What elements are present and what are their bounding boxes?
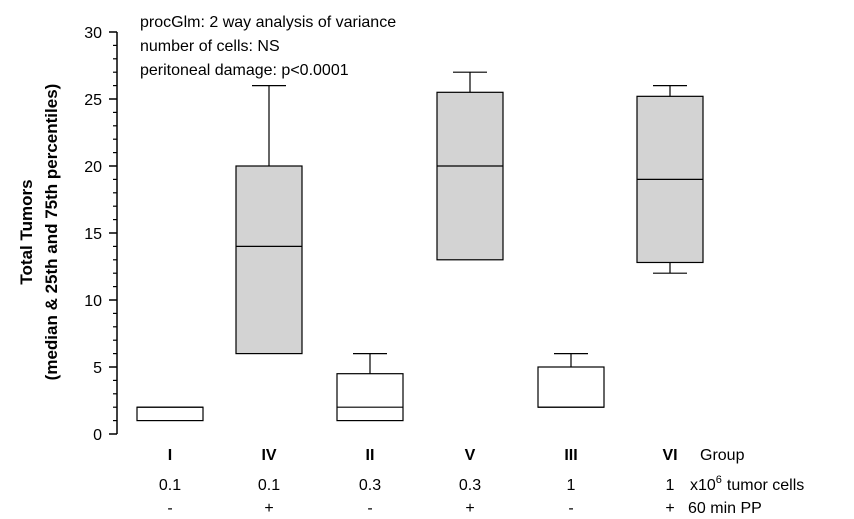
row-header-cells-suffix: tumor cells xyxy=(727,477,804,494)
annotation-line-2: number of cells: NS xyxy=(140,38,280,55)
y-tick-label: 0 xyxy=(93,427,102,444)
y-axis-title-line1: Total Tumors xyxy=(17,179,36,284)
y-tick-label: 25 xyxy=(84,92,102,109)
cells-label: 1 xyxy=(567,477,576,494)
cells-label: 0.1 xyxy=(258,477,280,494)
pp-label: - xyxy=(568,500,573,517)
cells-label: 0.3 xyxy=(459,477,481,494)
y-axis: 0 5 10 15 20 25 30 xyxy=(84,25,118,444)
cells-label: 0.3 xyxy=(359,477,381,494)
row-header-cells-prefix: x10 xyxy=(690,477,716,494)
group-label-VI: VI xyxy=(662,447,677,464)
x-axis-labels: I 0.1 - IV 0.1 + II 0.3 - V 0.3 + III 1 - VI 1 + xyxy=(159,447,678,517)
pp-label: + xyxy=(665,500,674,517)
iqr-box xyxy=(537,366,605,408)
y-tick-label: 10 xyxy=(84,293,102,310)
pp-label: - xyxy=(167,500,172,517)
pp-label: + xyxy=(264,500,273,517)
row-header-group: Group xyxy=(700,447,745,464)
group-label-V: V xyxy=(465,447,476,464)
iqr-box xyxy=(336,373,404,422)
cells-label: 1 xyxy=(666,477,675,494)
box-group-II xyxy=(336,353,404,422)
iqr-box xyxy=(136,406,204,422)
box-group-VI xyxy=(636,84,704,274)
annotation-block: procGlm: 2 way analysis of variance numb… xyxy=(140,14,396,79)
annotation-line-3: peritoneal damage: p<0.0001 xyxy=(140,62,349,79)
row-header-pp: 60 min PP xyxy=(688,500,762,517)
annotation-line-1: procGlm: 2 way analysis of variance xyxy=(140,14,396,31)
pp-label: - xyxy=(367,500,372,517)
group-label-III: III xyxy=(564,447,577,464)
y-axis-title: Total Tumors (median & 25th and 75th per… xyxy=(17,84,61,381)
box-group-III xyxy=(537,353,605,408)
y-axis-title-line2: (median & 25th and 75th percentiles) xyxy=(42,84,61,381)
row-header-cells: x106 tumor cells xyxy=(690,474,804,494)
iqr-box xyxy=(235,165,303,355)
iqr-box xyxy=(436,91,504,261)
cells-label: 0.1 xyxy=(159,477,181,494)
group-label-I: I xyxy=(168,447,172,464)
y-tick-label: 5 xyxy=(93,360,102,377)
boxes xyxy=(136,71,704,422)
row-header-cells-exponent: 6 xyxy=(716,474,722,486)
box-group-I xyxy=(136,406,204,422)
group-label-IV: IV xyxy=(261,447,276,464)
group-label-II: II xyxy=(366,447,375,464)
box-group-IV xyxy=(235,84,303,355)
y-tick-label: 30 xyxy=(84,25,102,42)
y-tick-label: 15 xyxy=(84,226,102,243)
row-headers: Group x106 tumor cells 60 min PP xyxy=(688,447,804,517)
box-group-V xyxy=(436,71,504,261)
pp-label: + xyxy=(465,500,474,517)
y-tick-label: 20 xyxy=(84,159,102,176)
